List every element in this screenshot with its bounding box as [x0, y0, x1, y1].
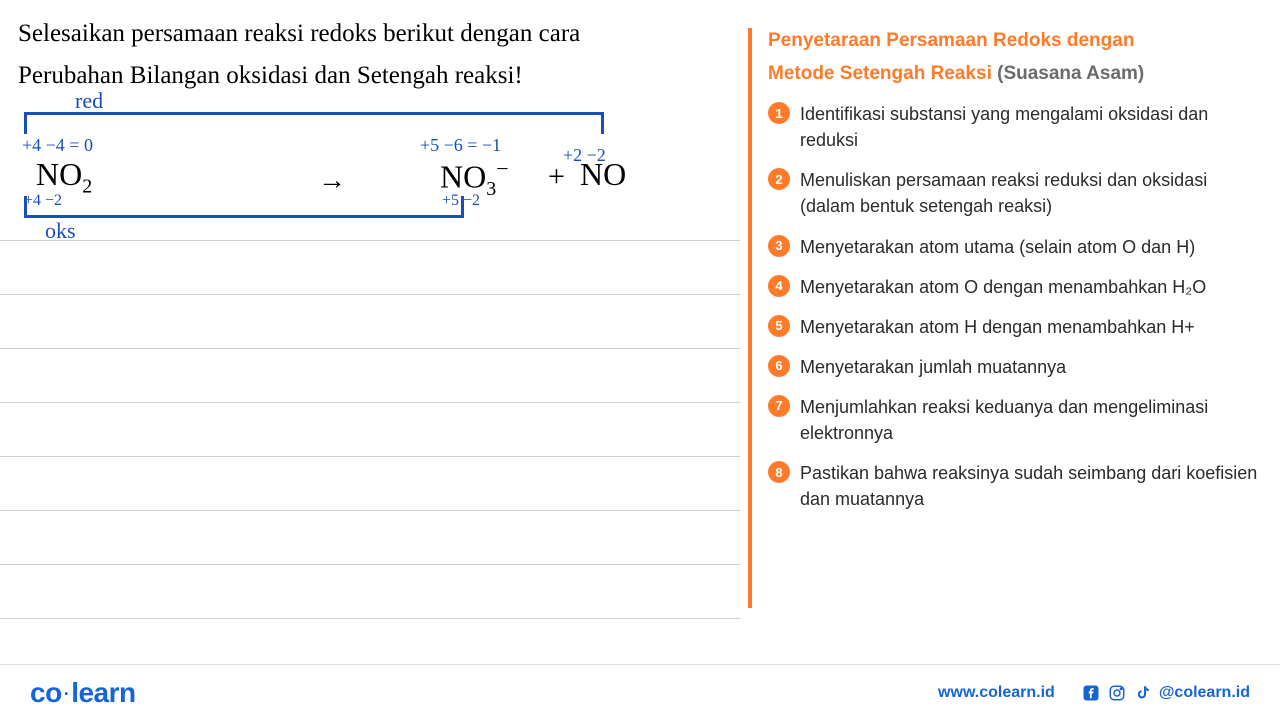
step-list: 1 Identifikasi substansi yang mengalami o…: [768, 101, 1264, 512]
step-text: Menjumlahkan reaksi keduanya dan mengeli…: [800, 394, 1264, 446]
logo-part-1: co: [30, 677, 62, 708]
ruled-line: [0, 402, 740, 403]
no3-sub: 3: [486, 178, 496, 200]
formula-no: NO: [580, 156, 626, 193]
ruled-line: [0, 618, 740, 619]
instagram-icon: [1107, 683, 1127, 703]
footer-website: www.colearn.id: [938, 684, 1055, 702]
oxidation-top-right: +5 −6 = −1: [420, 135, 501, 156]
ruled-lines: [0, 240, 740, 620]
ruled-line: [0, 240, 740, 241]
step-text: Menyetarakan atom O dengan menambahkan H…: [800, 274, 1206, 300]
step-number: 1: [768, 102, 790, 124]
sidebar-subtitle: Metode Setengah Reaksi (Suasana Asam): [768, 61, 1264, 88]
ruled-line: [0, 348, 740, 349]
sidebar-panel: Penyetaraan Persamaan Redoks dengan Meto…: [748, 28, 1264, 608]
reaction-arrow: →: [318, 164, 346, 196]
step-number: 6: [768, 355, 790, 377]
step-text: Identifikasi substansi yang mengalami ok…: [800, 101, 1264, 153]
no3-sup: −: [496, 156, 508, 181]
step-item: 3 Menyetarakan atom utama (selain atom O …: [768, 234, 1264, 260]
step-item: 1 Identifikasi substansi yang mengalami o…: [768, 101, 1264, 153]
logo: co·learn: [30, 677, 136, 709]
footer-socials: @colearn.id: [1081, 683, 1250, 703]
sidebar-title: Penyetaraan Persamaan Redoks dengan: [768, 28, 1264, 55]
step-item: 4 Menyetarakan atom O dengan menambahkan …: [768, 274, 1264, 300]
sidebar-subtitle-orange: Metode Setengah Reaksi: [768, 63, 992, 84]
step-item: 8 Pastikan bahwa reaksinya sudah seimbang…: [768, 460, 1264, 512]
footer-handle: @colearn.id: [1159, 684, 1250, 702]
handwriting-red-label: red: [75, 88, 103, 114]
ruled-line: [0, 510, 740, 511]
facebook-icon: [1081, 683, 1101, 703]
step-item: 6 Menyetarakan jumlah muatannya: [768, 354, 1264, 380]
no3-base: NO: [440, 159, 486, 195]
no2-base: NO: [36, 156, 82, 192]
step-text: Menyetarakan atom utama (selain atom O d…: [800, 234, 1195, 260]
ruled-line: [0, 294, 740, 295]
step-number: 7: [768, 395, 790, 417]
oxidation-top-left: +4 −4 = 0: [22, 135, 93, 156]
tiktok-icon: [1133, 683, 1153, 703]
no2-sub: 2: [82, 175, 92, 197]
red-bracket: [24, 112, 604, 134]
step-item: 2 Menuliskan persamaan reaksi reduksi dan…: [768, 167, 1264, 219]
step-item: 5 Menyetarakan atom H dengan menambahkan …: [768, 314, 1264, 340]
step-number: 2: [768, 168, 790, 190]
footer-right: www.colearn.id @colearn.id: [938, 683, 1250, 703]
sidebar-subtitle-gray: (Suasana Asam): [992, 63, 1144, 84]
step-number: 8: [768, 461, 790, 483]
main-content: Selesaikan persamaan reaksi redoks berik…: [0, 0, 740, 620]
question-line-2: Perubahan Bilangan oksidasi dan Setengah…: [18, 62, 523, 90]
step-number: 5: [768, 315, 790, 337]
oks-bracket: [24, 196, 464, 218]
step-text: Menyetarakan atom H dengan menambahkan H…: [800, 314, 1195, 340]
ruled-line: [0, 564, 740, 565]
step-text: Pastikan bahwa reaksinya sudah seimbang …: [800, 460, 1264, 512]
question-line-1: Selesaikan persamaan reaksi redoks berik…: [18, 20, 580, 48]
ruled-line: [0, 456, 740, 457]
step-text: Menyetarakan jumlah muatannya: [800, 354, 1066, 380]
step-number: 4: [768, 275, 790, 297]
footer: co·learn www.colearn.id @colearn.id: [0, 664, 1280, 720]
logo-part-2: learn: [71, 677, 135, 708]
logo-dot: ·: [64, 684, 70, 704]
step-item: 7 Menjumlahkan reaksi keduanya dan mengel…: [768, 394, 1264, 446]
step-text: Menuliskan persamaan reaksi reduksi dan …: [800, 167, 1264, 219]
formula-plus: +: [548, 160, 565, 194]
step-number: 3: [768, 235, 790, 257]
